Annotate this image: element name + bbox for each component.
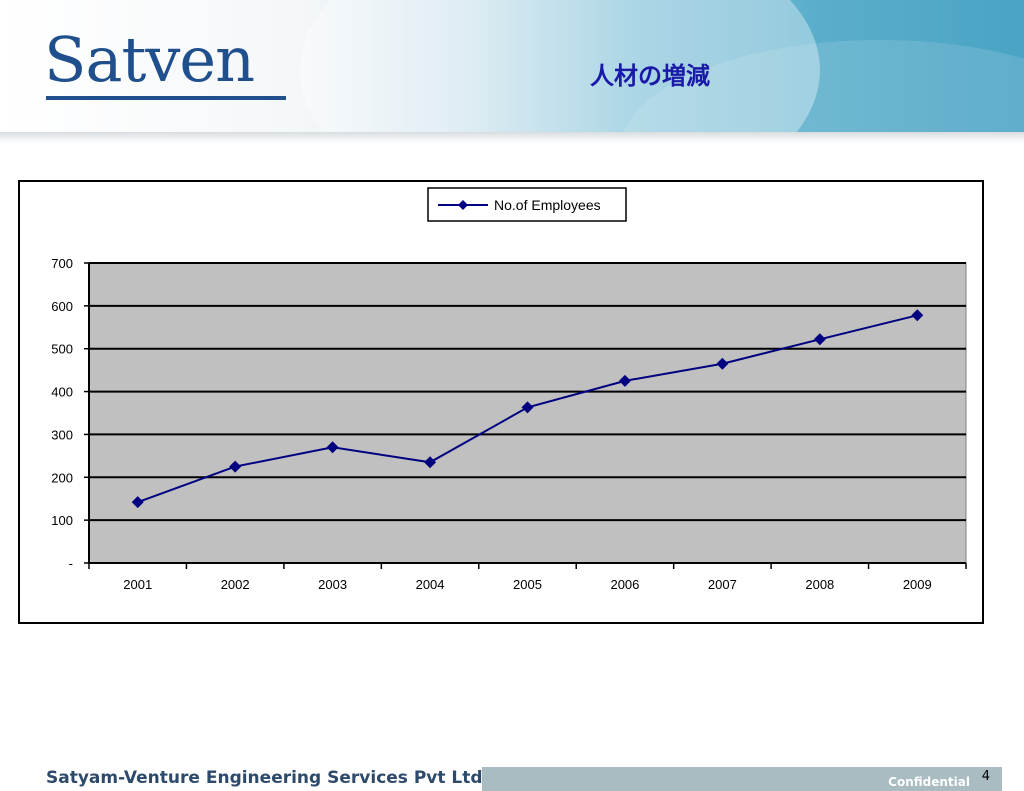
slide-header: Satven 人材の増減 (0, 0, 1024, 132)
x-tick-label: 2004 (416, 577, 445, 592)
y-tick-label: 700 (51, 256, 73, 271)
slide-footer: Satyam-Venture Engineering Services Pvt … (0, 764, 1024, 791)
data-point (131, 496, 144, 509)
y-tick-label: 200 (51, 470, 73, 485)
y-tick-label: - (69, 556, 73, 571)
data-point (229, 460, 242, 473)
data-point (521, 401, 534, 414)
y-tick-label: 500 (51, 342, 73, 357)
logo-underline (46, 96, 286, 100)
data-point (813, 333, 826, 346)
employees-line-chart: - 100 200 300 400 500 600 700 2001 2002 2003 2004 20… (51, 187, 967, 592)
x-tick-label: 2009 (903, 577, 932, 592)
page-number: 4 (981, 769, 990, 784)
y-tick-label: 100 (51, 513, 73, 528)
page-title: 人材の増減 (590, 62, 710, 90)
footer-confidential: Confidential (888, 775, 970, 789)
header-decoration (300, 0, 820, 132)
legend-marker (458, 200, 468, 210)
header-divider (0, 132, 1024, 144)
data-point (326, 441, 339, 454)
y-tick-label: 600 (51, 299, 73, 314)
chart-frame: - 100 200 300 400 500 600 700 2001 2002 2003 2004 20… (18, 180, 984, 624)
x-tick-label: 2003 (318, 577, 347, 592)
footer-bar: Confidential 4 (482, 767, 1002, 791)
data-point (424, 456, 437, 469)
footer-company: Satyam-Venture Engineering Services Pvt … (46, 768, 483, 788)
x-tick-label: 2007 (708, 577, 737, 592)
x-tick-label: 2001 (123, 577, 152, 592)
legend-label: No.of Employees (494, 197, 601, 213)
data-point (716, 357, 729, 370)
x-tick-label: 2008 (805, 577, 834, 592)
data-point (911, 309, 924, 322)
y-tick-label: 400 (51, 385, 73, 400)
x-tick-label: 2006 (610, 577, 639, 592)
x-tick-label: 2002 (221, 577, 250, 592)
data-point (618, 374, 631, 387)
y-tick-label: 300 (51, 427, 73, 442)
x-tick-label: 2005 (513, 577, 542, 592)
satven-logo: Satven (44, 23, 255, 96)
